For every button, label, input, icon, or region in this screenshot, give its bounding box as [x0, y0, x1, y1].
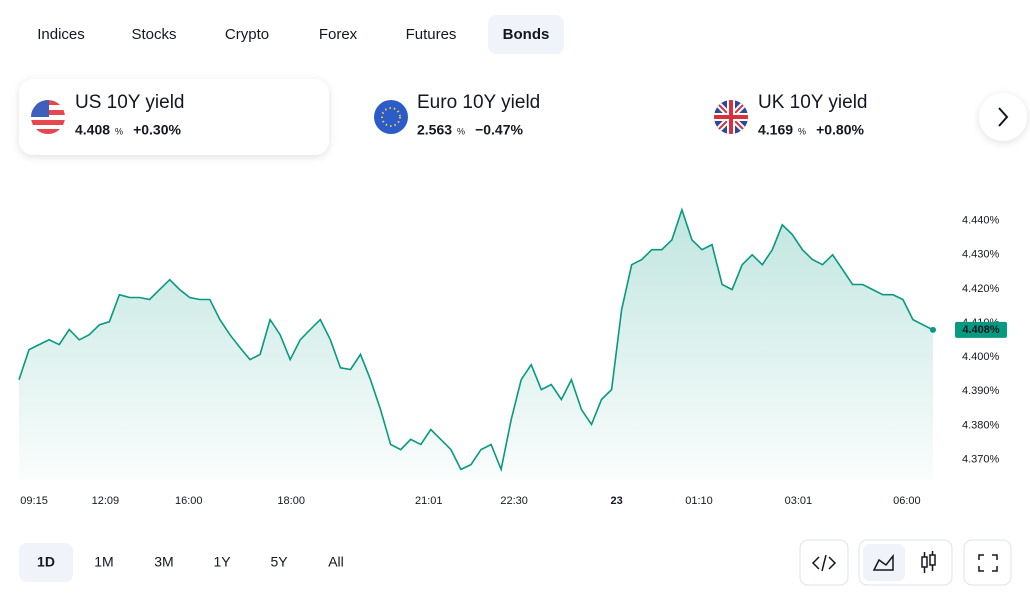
eu-flag: [374, 100, 408, 134]
card-name: US 10Y yield: [75, 92, 185, 113]
y-tick-label: 4.400%: [962, 351, 1000, 363]
y-tick-label: 4.390%: [962, 385, 1000, 397]
card-unit: %: [457, 126, 465, 136]
next-button[interactable]: [979, 93, 1027, 141]
card-change: +0.80%: [816, 122, 864, 138]
area: [19, 209, 933, 481]
embed-icon: [811, 554, 837, 572]
uk-flag: [714, 100, 748, 134]
line: [18, 207, 934, 473]
card-unit: %: [115, 126, 123, 136]
fullscreen-button[interactable]: [963, 539, 1012, 586]
tab[interactable]: Crypto: [225, 26, 269, 43]
cards: US 10Y yield 4.408% +0.30% Euro 10Y yield 2.…: [19, 79, 1027, 155]
range-button[interactable]: 1M: [94, 554, 113, 570]
x-tick-label: 21:01: [415, 495, 443, 507]
y-tick-label: 4.380%: [962, 419, 1000, 431]
tab-active-bg: [488, 15, 564, 54]
range-button[interactable]: 5Y: [270, 554, 288, 570]
x-tick-label: 12:09: [92, 495, 120, 507]
x-tick-label: 22:30: [500, 495, 528, 507]
x-tick-label: 01:10: [685, 495, 713, 507]
us-flag: [31, 100, 65, 134]
last-label: 4.408%: [962, 324, 1000, 336]
x-tick-label: 03:01: [785, 495, 813, 507]
x-tick-label: 18:00: [277, 495, 305, 507]
card-value: 4.169: [758, 122, 793, 138]
x-tick-label: 06:00: [893, 495, 921, 507]
card-value: 4.408: [75, 122, 110, 138]
tabs: Indices Stocks Crypto Forex Futures Bonds: [37, 15, 564, 54]
toolbar: 1D 1M 3M 1Y 5Y All: [19, 539, 1012, 586]
y-tick-label: 4.440%: [962, 215, 1000, 227]
tab[interactable]: Bonds: [503, 26, 550, 43]
area-button[interactable]: [863, 544, 905, 581]
tab[interactable]: Stocks: [131, 26, 176, 43]
range-button[interactable]: 3M: [154, 554, 173, 570]
area-icon: [872, 553, 894, 571]
y-tick-label: 4.370%: [962, 453, 1000, 465]
card-value: 2.563: [417, 122, 452, 138]
x-tick-label: 09:15: [20, 495, 48, 507]
tab[interactable]: Forex: [319, 26, 358, 43]
range-button[interactable]: 1D: [37, 554, 55, 570]
range-active-bg: [19, 543, 73, 582]
chart: 4.370%4.380%4.390%4.400%4.410%4.420%4.43…: [18, 207, 1007, 507]
tab[interactable]: Indices: [37, 26, 85, 43]
card-unit: %: [798, 126, 806, 136]
range-button[interactable]: All: [328, 554, 344, 570]
y-tick-label: 4.420%: [962, 283, 1000, 295]
card-name: UK 10Y yield: [758, 92, 868, 113]
active-card: [19, 79, 329, 155]
tab[interactable]: Futures: [406, 26, 457, 43]
card-name: Euro 10Y yield: [417, 92, 540, 113]
range-button[interactable]: 1Y: [213, 554, 231, 570]
card-change: −0.47%: [475, 122, 523, 138]
candle-button[interactable]: [921, 551, 936, 573]
fullscreen-icon: [978, 554, 998, 572]
last-badge: [955, 321, 1007, 338]
y-tick-label: 4.430%: [962, 249, 1000, 261]
next-icon: [998, 107, 1009, 127]
x-tick-label: 23: [610, 495, 622, 507]
last-point: [930, 326, 936, 333]
card-change: +0.30%: [133, 122, 181, 138]
x-tick-label: 16:00: [175, 495, 203, 507]
